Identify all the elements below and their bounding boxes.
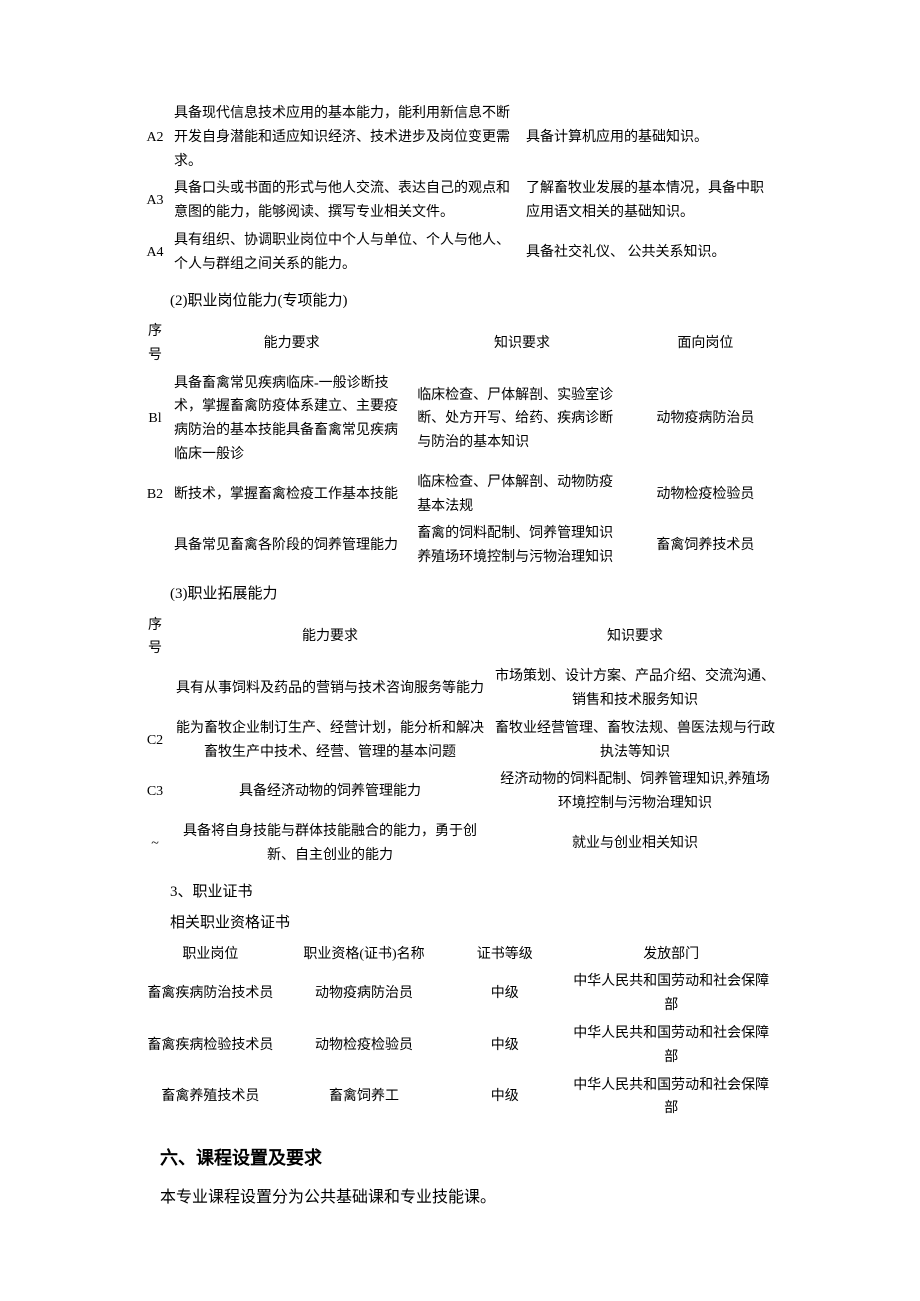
header-dept: 发放部门 bbox=[562, 941, 780, 969]
body-text: 本专业课程设置分为公共基础课和专业技能课。 bbox=[160, 1184, 780, 1211]
extend-ability-table: 序号 能力要求 知识要求 具有从事饲料及药品的营销与技术咨询服务等能力 市场策划… bbox=[140, 612, 780, 870]
basic-ability-table: A2 具备现代信息技术应用的基本能力，能利用新信息不断开发自身潜能和适应知识经济… bbox=[140, 100, 780, 279]
cert-table: 职业岗位 职业资格(证书)名称 证书等级 发放部门 畜禽疾病防治技术员 动物疫病… bbox=[140, 941, 780, 1124]
table-row: A2 具备现代信息技术应用的基本能力，能利用新信息不断开发自身潜能和适应知识经济… bbox=[140, 100, 780, 175]
cell-ability: 能为畜牧企业制订生产、经营计划，能分析和解决畜牧生产中技术、经营、管理的基本问题 bbox=[170, 715, 490, 767]
cell-knowledge: 畜牧业经营管理、畜牧法规、兽医法规与行政执法等知识 bbox=[490, 715, 780, 767]
header-ability: 能力要求 bbox=[170, 612, 490, 664]
header-name: 职业资格(证书)名称 bbox=[281, 941, 447, 969]
table-header-row: 序号 能力要求 知识要求 面向岗位 bbox=[140, 318, 780, 370]
cell-name: 动物疫病防治员 bbox=[281, 968, 447, 1020]
table-row: 畜禽疾病检验技术员 动物检疫检验员 中级 中华人民共和国劳动和社会保障部 bbox=[140, 1020, 780, 1072]
header-post: 面向岗位 bbox=[631, 318, 780, 370]
cell-dept: 中华人民共和国劳动和社会保障部 bbox=[562, 1020, 780, 1072]
cell-ability: 具备畜禽常见疾病临床-一般诊断技术，掌握畜禽防疫体系建立、主要疫病防治的基本技能… bbox=[170, 370, 413, 469]
cell-dept: 中华人民共和国劳动和社会保障部 bbox=[562, 1072, 780, 1124]
table-row: B2 断技术，掌握畜禽检疫工作基本技能 临床检查、尸体解剖、动物防疫基本法规 动… bbox=[140, 469, 780, 521]
header-seq: 序号 bbox=[140, 318, 170, 370]
header-post: 职业岗位 bbox=[140, 941, 281, 969]
header-level: 证书等级 bbox=[447, 941, 562, 969]
section3-title: (3)职业拓展能力 bbox=[170, 582, 780, 608]
cell-level: 中级 bbox=[447, 1072, 562, 1124]
cell-knowledge: 具备社交礼仪、 公共关系知识。 bbox=[522, 227, 780, 279]
cell-knowledge: 市场策划、设计方案、产品介绍、交流沟通、销售和技术服务知识 bbox=[490, 663, 780, 715]
cell-ability: 具有从事饲料及药品的营销与技术咨询服务等能力 bbox=[170, 663, 490, 715]
table-row: 畜禽疾病防治技术员 动物疫病防治员 中级 中华人民共和国劳动和社会保障部 bbox=[140, 968, 780, 1020]
cert-subheading: 相关职业资格证书 bbox=[170, 911, 780, 937]
cell-dept: 中华人民共和国劳动和社会保障部 bbox=[562, 968, 780, 1020]
cell-post: 动物检疫检验员 bbox=[631, 469, 780, 521]
cell-ability: 具备经济动物的饲养管理能力 bbox=[170, 766, 490, 818]
cell-knowledge: 就业与创业相关知识 bbox=[490, 818, 780, 870]
cell-seq: A2 bbox=[140, 100, 170, 175]
cell-ability: 具备将自身技能与群体技能融合的能力，勇于创新、自主创业的能力 bbox=[170, 818, 490, 870]
cell-knowledge: 临床检查、尸体解剖、动物防疫基本法规 bbox=[413, 469, 631, 521]
table-header-row: 职业岗位 职业资格(证书)名称 证书等级 发放部门 bbox=[140, 941, 780, 969]
cert-heading: 3、职业证书 bbox=[170, 880, 780, 906]
main-heading: 六、课程设置及要求 bbox=[160, 1143, 780, 1174]
table-row: ~ 具备将自身技能与群体技能融合的能力，勇于创新、自主创业的能力 就业与创业相关… bbox=[140, 818, 780, 870]
table-row: 具备常见畜禽各阶段的饲养管理能力 畜禽的饲料配制、饲养管理知识养殖场环境控制与污… bbox=[140, 520, 780, 572]
header-knowledge: 知识要求 bbox=[490, 612, 780, 664]
cell-seq: C3 bbox=[140, 766, 170, 818]
table-row: A3 具备口头或书面的形式与他人交流、表达自己的观点和意图的能力，能够阅读、撰写… bbox=[140, 175, 780, 227]
cell-knowledge: 临床检查、尸体解剖、实验室诊断、处方开写、给药、疾病诊断与防治的基本知识 bbox=[413, 370, 631, 469]
table-header-row: 序号 能力要求 知识要求 bbox=[140, 612, 780, 664]
cell-knowledge: 具备计算机应用的基础知识。 bbox=[522, 100, 780, 175]
cell-name: 畜禽饲养工 bbox=[281, 1072, 447, 1124]
job-ability-table: 序号 能力要求 知识要求 面向岗位 Bl 具备畜禽常见疾病临床-一般诊断技术，掌… bbox=[140, 318, 780, 572]
cell-seq: B2 bbox=[140, 469, 170, 521]
cell-seq bbox=[140, 520, 170, 572]
table-row: Bl 具备畜禽常见疾病临床-一般诊断技术，掌握畜禽防疫体系建立、主要疫病防治的基… bbox=[140, 370, 780, 469]
cell-knowledge: 畜禽的饲料配制、饲养管理知识养殖场环境控制与污物治理知识 bbox=[413, 520, 631, 572]
cell-ability: 具有组织、协调职业岗位中个人与单位、个人与他人、个人与群组之间关系的能力。 bbox=[170, 227, 522, 279]
table-row: A4 具有组织、协调职业岗位中个人与单位、个人与他人、个人与群组之间关系的能力。… bbox=[140, 227, 780, 279]
cell-post: 动物疫病防治员 bbox=[631, 370, 780, 469]
cell-seq: Bl bbox=[140, 370, 170, 469]
cell-seq: ~ bbox=[140, 818, 170, 870]
cell-seq: C2 bbox=[140, 715, 170, 767]
cell-ability: 具备口头或书面的形式与他人交流、表达自己的观点和意图的能力，能够阅读、撰写专业相… bbox=[170, 175, 522, 227]
cell-seq bbox=[140, 663, 170, 715]
cell-name: 动物检疫检验员 bbox=[281, 1020, 447, 1072]
cell-knowledge: 经济动物的饲料配制、饲养管理知识,养殖场环境控制与污物治理知识 bbox=[490, 766, 780, 818]
table-row: 具有从事饲料及药品的营销与技术咨询服务等能力 市场策划、设计方案、产品介绍、交流… bbox=[140, 663, 780, 715]
header-ability: 能力要求 bbox=[170, 318, 413, 370]
cell-post: 畜禽饲养技术员 bbox=[631, 520, 780, 572]
cell-seq: A3 bbox=[140, 175, 170, 227]
table-row: C2 能为畜牧企业制订生产、经营计划，能分析和解决畜牧生产中技术、经营、管理的基… bbox=[140, 715, 780, 767]
cell-level: 中级 bbox=[447, 1020, 562, 1072]
table-row: C3 具备经济动物的饲养管理能力 经济动物的饲料配制、饲养管理知识,养殖场环境控… bbox=[140, 766, 780, 818]
cell-level: 中级 bbox=[447, 968, 562, 1020]
section2-title: (2)职业岗位能力(专项能力) bbox=[170, 289, 780, 315]
cell-post: 畜禽疾病防治技术员 bbox=[140, 968, 281, 1020]
header-knowledge: 知识要求 bbox=[413, 318, 631, 370]
cell-seq: A4 bbox=[140, 227, 170, 279]
cell-ability: 具备常见畜禽各阶段的饲养管理能力 bbox=[170, 520, 413, 572]
cell-ability: 断技术，掌握畜禽检疫工作基本技能 bbox=[170, 469, 413, 521]
cell-post: 畜禽养殖技术员 bbox=[140, 1072, 281, 1124]
cell-knowledge: 了解畜牧业发展的基本情况，具备中职应用语文相关的基础知识。 bbox=[522, 175, 780, 227]
table-row: 畜禽养殖技术员 畜禽饲养工 中级 中华人民共和国劳动和社会保障部 bbox=[140, 1072, 780, 1124]
header-seq: 序号 bbox=[140, 612, 170, 664]
cell-ability: 具备现代信息技术应用的基本能力，能利用新信息不断开发自身潜能和适应知识经济、技术… bbox=[170, 100, 522, 175]
cell-post: 畜禽疾病检验技术员 bbox=[140, 1020, 281, 1072]
